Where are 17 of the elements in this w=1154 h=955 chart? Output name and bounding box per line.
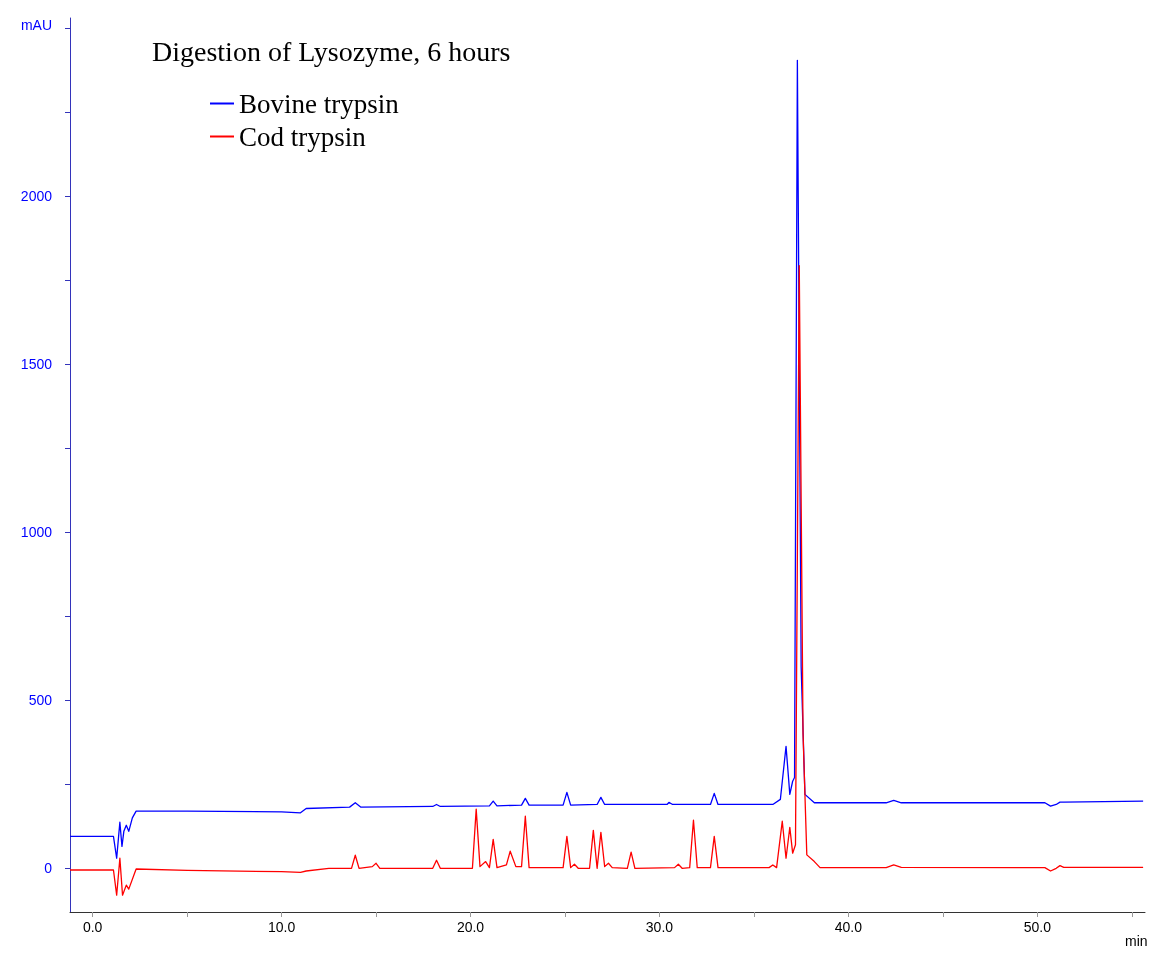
legend-label: Bovine trypsin: [239, 88, 400, 119]
y-tick-label: 1000: [20, 524, 53, 541]
x-tick-label: 40.0: [834, 919, 863, 935]
text: Digestion of Lysozyme, 6 hours: [152, 35, 511, 67]
y-axis-title: mAU: [20, 17, 52, 33]
legend-label: Cod trypsin: [239, 121, 367, 152]
y-tick-label: 1500: [20, 356, 53, 373]
x-tick-label: 50.0: [1023, 919, 1052, 935]
x-tick-label: 10.0: [267, 919, 296, 935]
x-tick-label: 0.0: [82, 919, 103, 935]
y-tick-label: 500: [28, 692, 53, 709]
y-tick-label: 0: [44, 860, 53, 877]
x-tick-label: 20.0: [456, 919, 485, 935]
x-tick-label: 30.0: [645, 919, 674, 935]
y-tick-label: 2000: [20, 188, 53, 205]
line-series: [69, 265, 1144, 896]
x-axis-title: min: [1125, 933, 1148, 949]
